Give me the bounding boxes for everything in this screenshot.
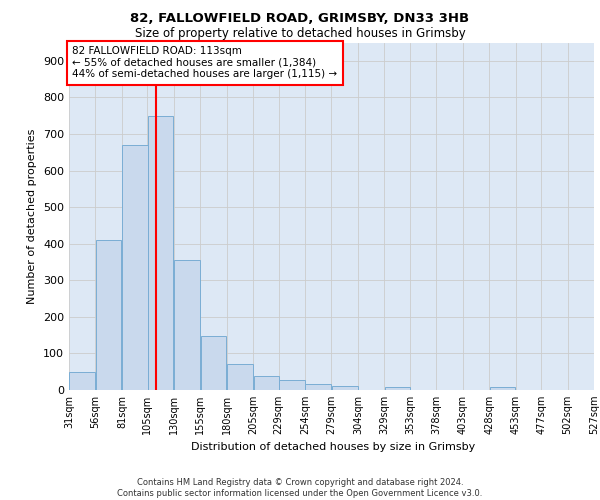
Text: 82, FALLOWFIELD ROAD, GRIMSBY, DN33 3HB: 82, FALLOWFIELD ROAD, GRIMSBY, DN33 3HB [130,12,470,26]
Bar [490,387,515,390]
Bar [96,240,121,390]
Text: Distribution of detached houses by size in Grimsby: Distribution of detached houses by size … [191,442,475,452]
Bar [332,386,358,390]
Bar [254,376,279,390]
Text: Contains HM Land Registry data © Crown copyright and database right 2024.
Contai: Contains HM Land Registry data © Crown c… [118,478,482,498]
Y-axis label: Number of detached properties: Number of detached properties [28,128,37,304]
Bar [200,336,226,390]
Bar [385,388,410,390]
Bar [174,260,200,390]
Text: Size of property relative to detached houses in Grimsby: Size of property relative to detached ho… [134,28,466,40]
Bar [227,364,253,390]
Bar [122,145,148,390]
Bar [148,116,173,390]
Text: 82 FALLOWFIELD ROAD: 113sqm
← 55% of detached houses are smaller (1,384)
44% of : 82 FALLOWFIELD ROAD: 113sqm ← 55% of det… [72,46,337,80]
Bar [70,372,95,390]
Bar [305,384,331,390]
Bar [279,380,305,390]
